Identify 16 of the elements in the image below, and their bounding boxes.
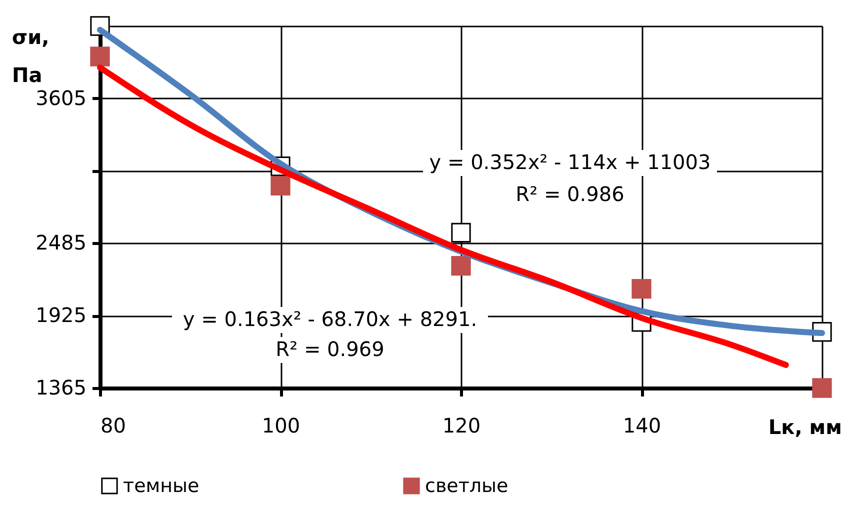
x-tick-label: 100 xyxy=(262,414,300,438)
y-tick-label: 2485 xyxy=(36,230,86,255)
y-tick-label: 1365 xyxy=(36,376,86,400)
y-tick-label: 3605 xyxy=(36,86,86,110)
y-tick-label: 1925 xyxy=(36,303,86,328)
annotation: R² = 0.986 xyxy=(516,182,624,206)
legend-label: светлые xyxy=(425,474,508,497)
y-axis-title: σи, Па xyxy=(12,25,50,87)
x-tick-label: 80 xyxy=(100,414,126,438)
legend-label: темные xyxy=(123,474,200,497)
x-axis-title: Lк, мм xyxy=(768,415,842,439)
annotation: y = 0.163x² - 68.70x + 8291. xyxy=(182,307,478,331)
x-tick-label: 120 xyxy=(442,414,481,438)
x-tick-label: 140 xyxy=(622,414,662,438)
annotation: R² = 0.969 xyxy=(276,337,384,361)
annotation: y = 0.352x² - 114x + 11003 xyxy=(429,150,711,174)
